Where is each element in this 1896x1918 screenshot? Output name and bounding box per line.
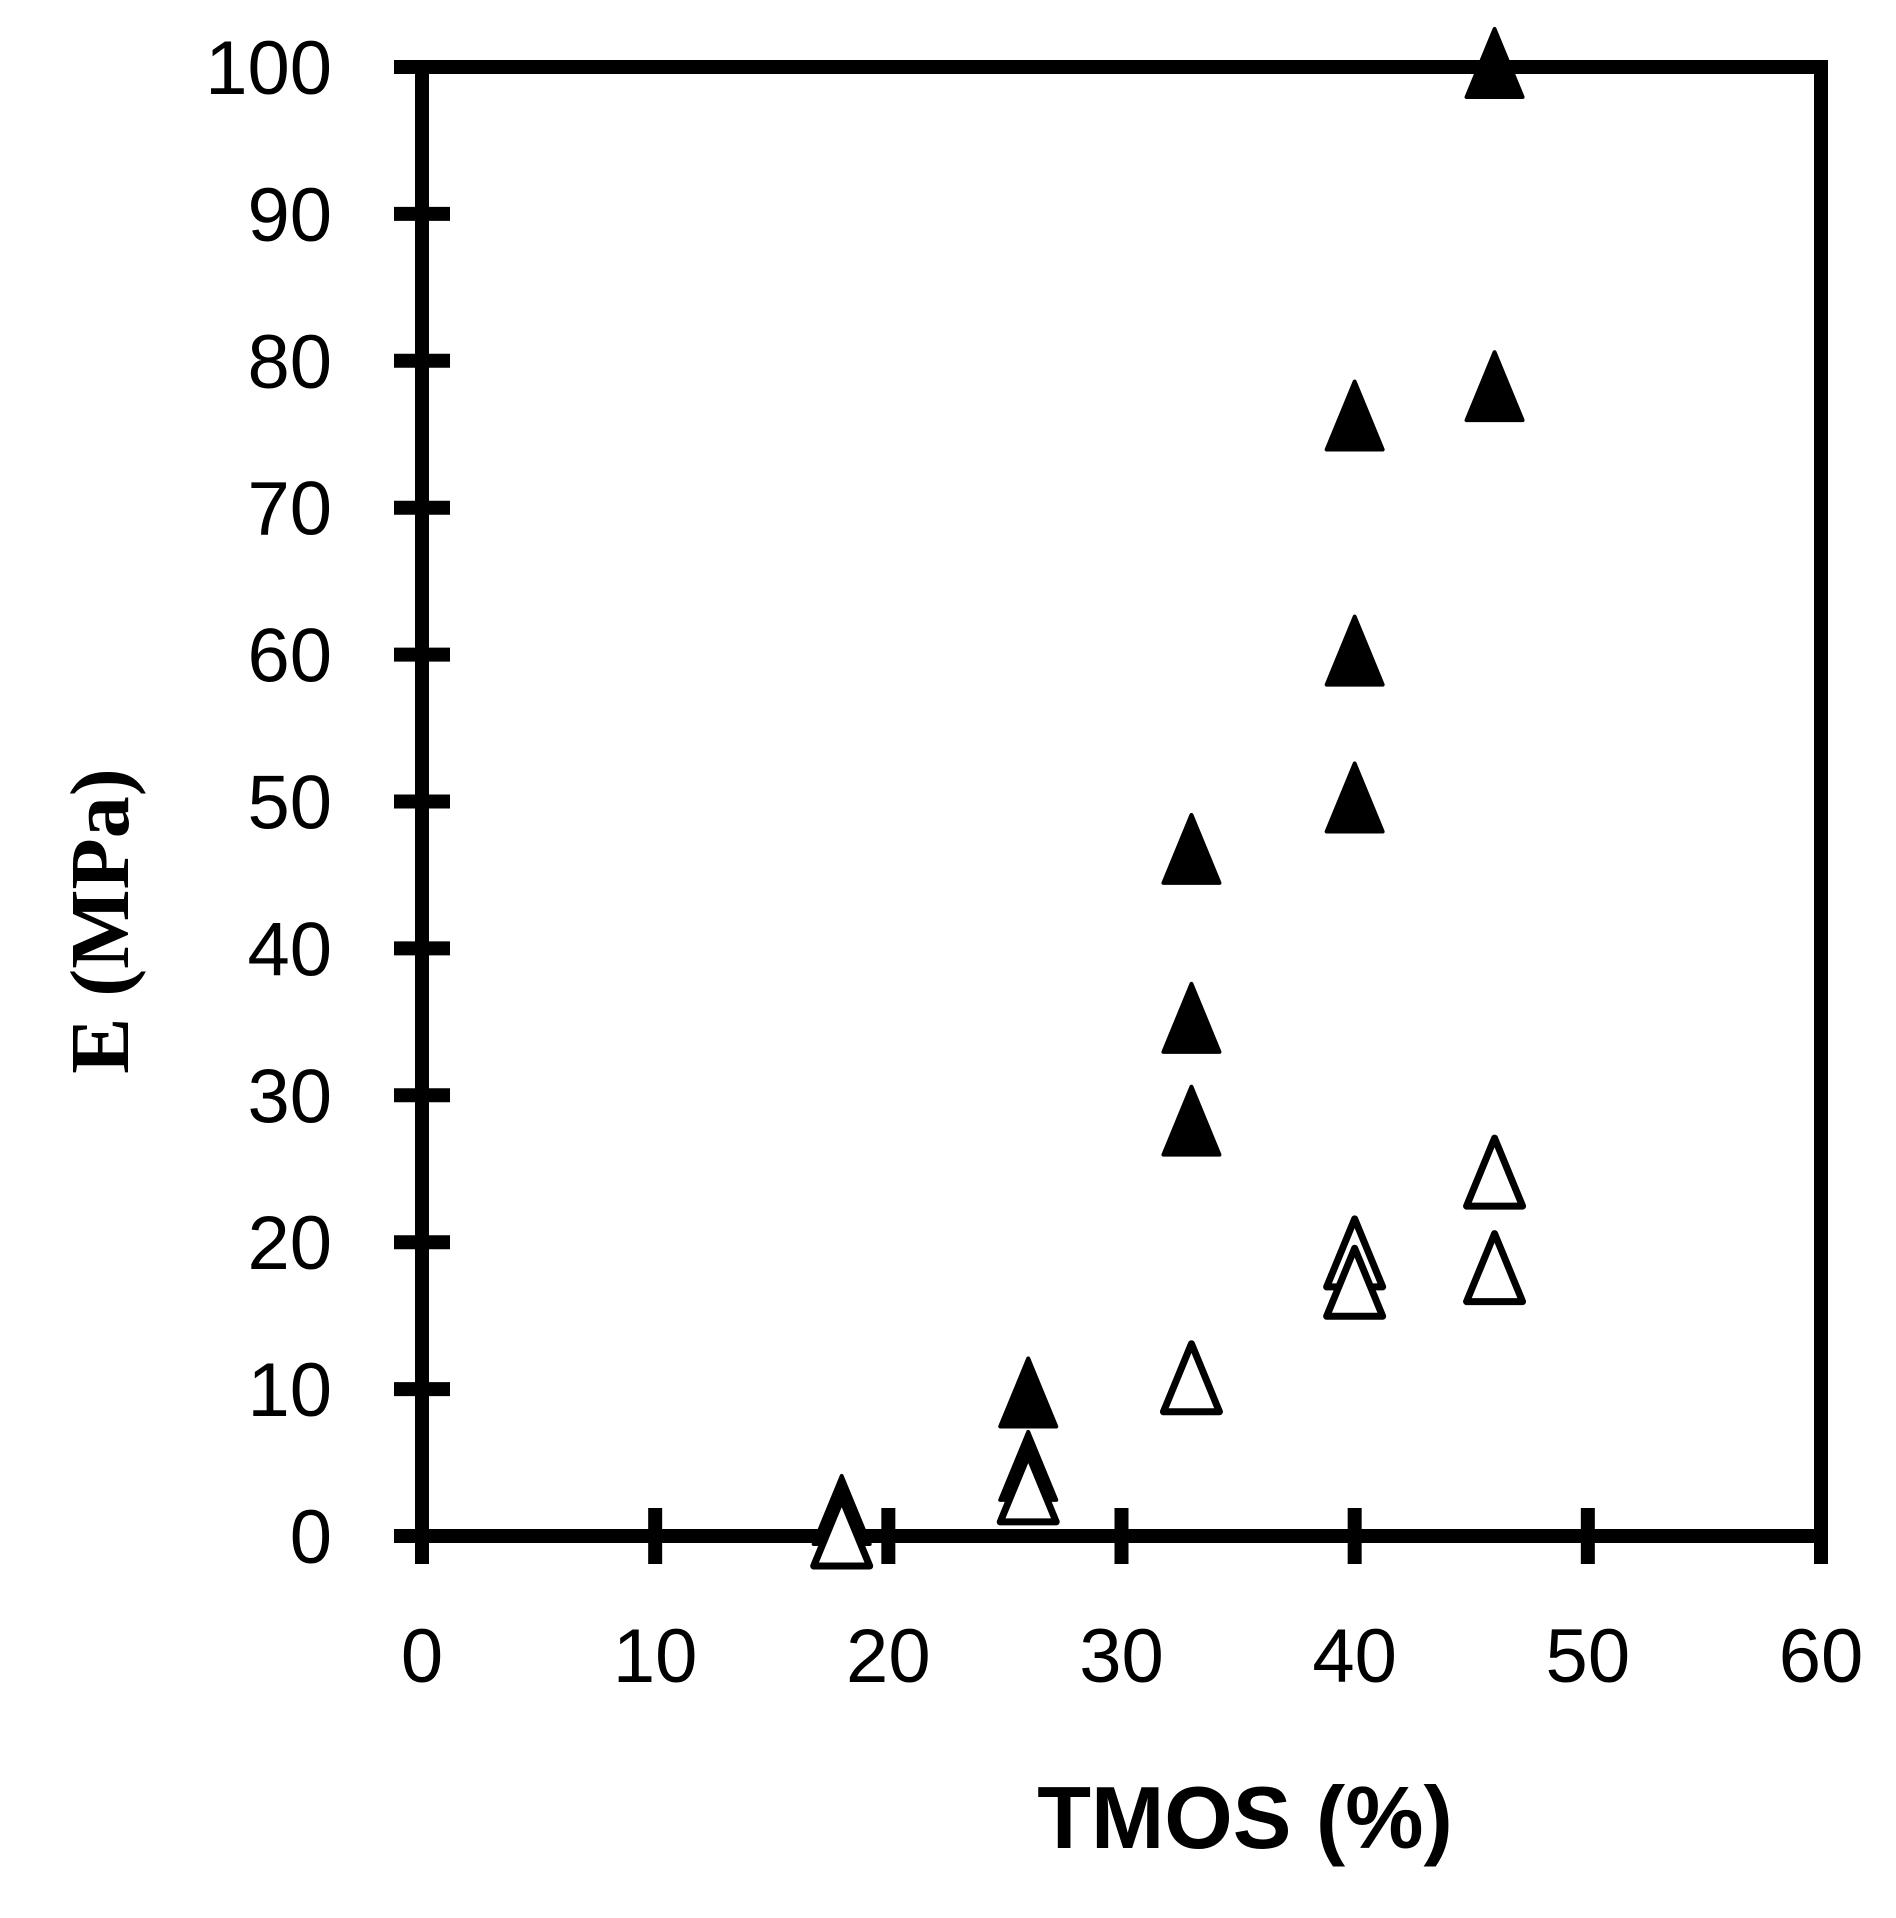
x-tick-label: 60 xyxy=(1779,1614,1864,1699)
y-tick-label: 20 xyxy=(247,1201,332,1286)
x-axis-title: TMOS (%) xyxy=(1037,1768,1453,1867)
y-tick-label: 30 xyxy=(247,1054,332,1139)
y-tick-label: 10 xyxy=(247,1348,332,1433)
filled-triangle-point xyxy=(1464,350,1525,423)
y-tick-label: 60 xyxy=(247,614,332,699)
open-triangle-point xyxy=(1463,1230,1527,1306)
axis-ticks xyxy=(394,60,1828,1564)
open-triangle-point xyxy=(1159,1340,1223,1416)
filled-triangle-point xyxy=(1161,981,1222,1054)
filled-triangle-point xyxy=(998,1356,1059,1429)
x-tick-label: 40 xyxy=(1312,1614,1397,1699)
open-triangle-point xyxy=(996,1450,1060,1526)
y-tick-label: 100 xyxy=(205,26,332,111)
filled-triangle-point xyxy=(1324,761,1385,834)
x-tick-label: 10 xyxy=(613,1614,698,1699)
filled-triangle-point xyxy=(1324,379,1385,452)
y-tick-label: 50 xyxy=(247,761,332,846)
filled-triangle-point xyxy=(1161,812,1222,885)
x-tick-label: 50 xyxy=(1546,1614,1631,1699)
x-tick-label: 0 xyxy=(401,1614,443,1699)
x-tick-label: 30 xyxy=(1079,1614,1164,1699)
open-triangle-point xyxy=(810,1494,874,1570)
y-tick-label: 90 xyxy=(247,173,332,258)
y-tick-label: 70 xyxy=(247,467,332,552)
open-triangle-point xyxy=(1463,1134,1527,1210)
filled-triangle-point xyxy=(1324,614,1385,687)
filled-triangle-point xyxy=(1464,27,1525,99)
x-tick-label: 20 xyxy=(846,1614,931,1699)
plot-frame xyxy=(415,60,1828,1543)
y-tick-label: 80 xyxy=(247,320,332,405)
y-tick-label: 0 xyxy=(290,1495,332,1580)
y-tick-label: 40 xyxy=(247,907,332,992)
tick-labels: 0 10 20 30 40 50 60 70 80 90 100 0 10 20 30 40 50 60 xyxy=(205,26,1863,1699)
filled-triangle-point xyxy=(1161,1084,1222,1157)
y-axis-title: E (MPa) xyxy=(54,768,147,1074)
data-markers xyxy=(810,27,1527,1570)
open-triangle-point xyxy=(1323,1244,1387,1320)
